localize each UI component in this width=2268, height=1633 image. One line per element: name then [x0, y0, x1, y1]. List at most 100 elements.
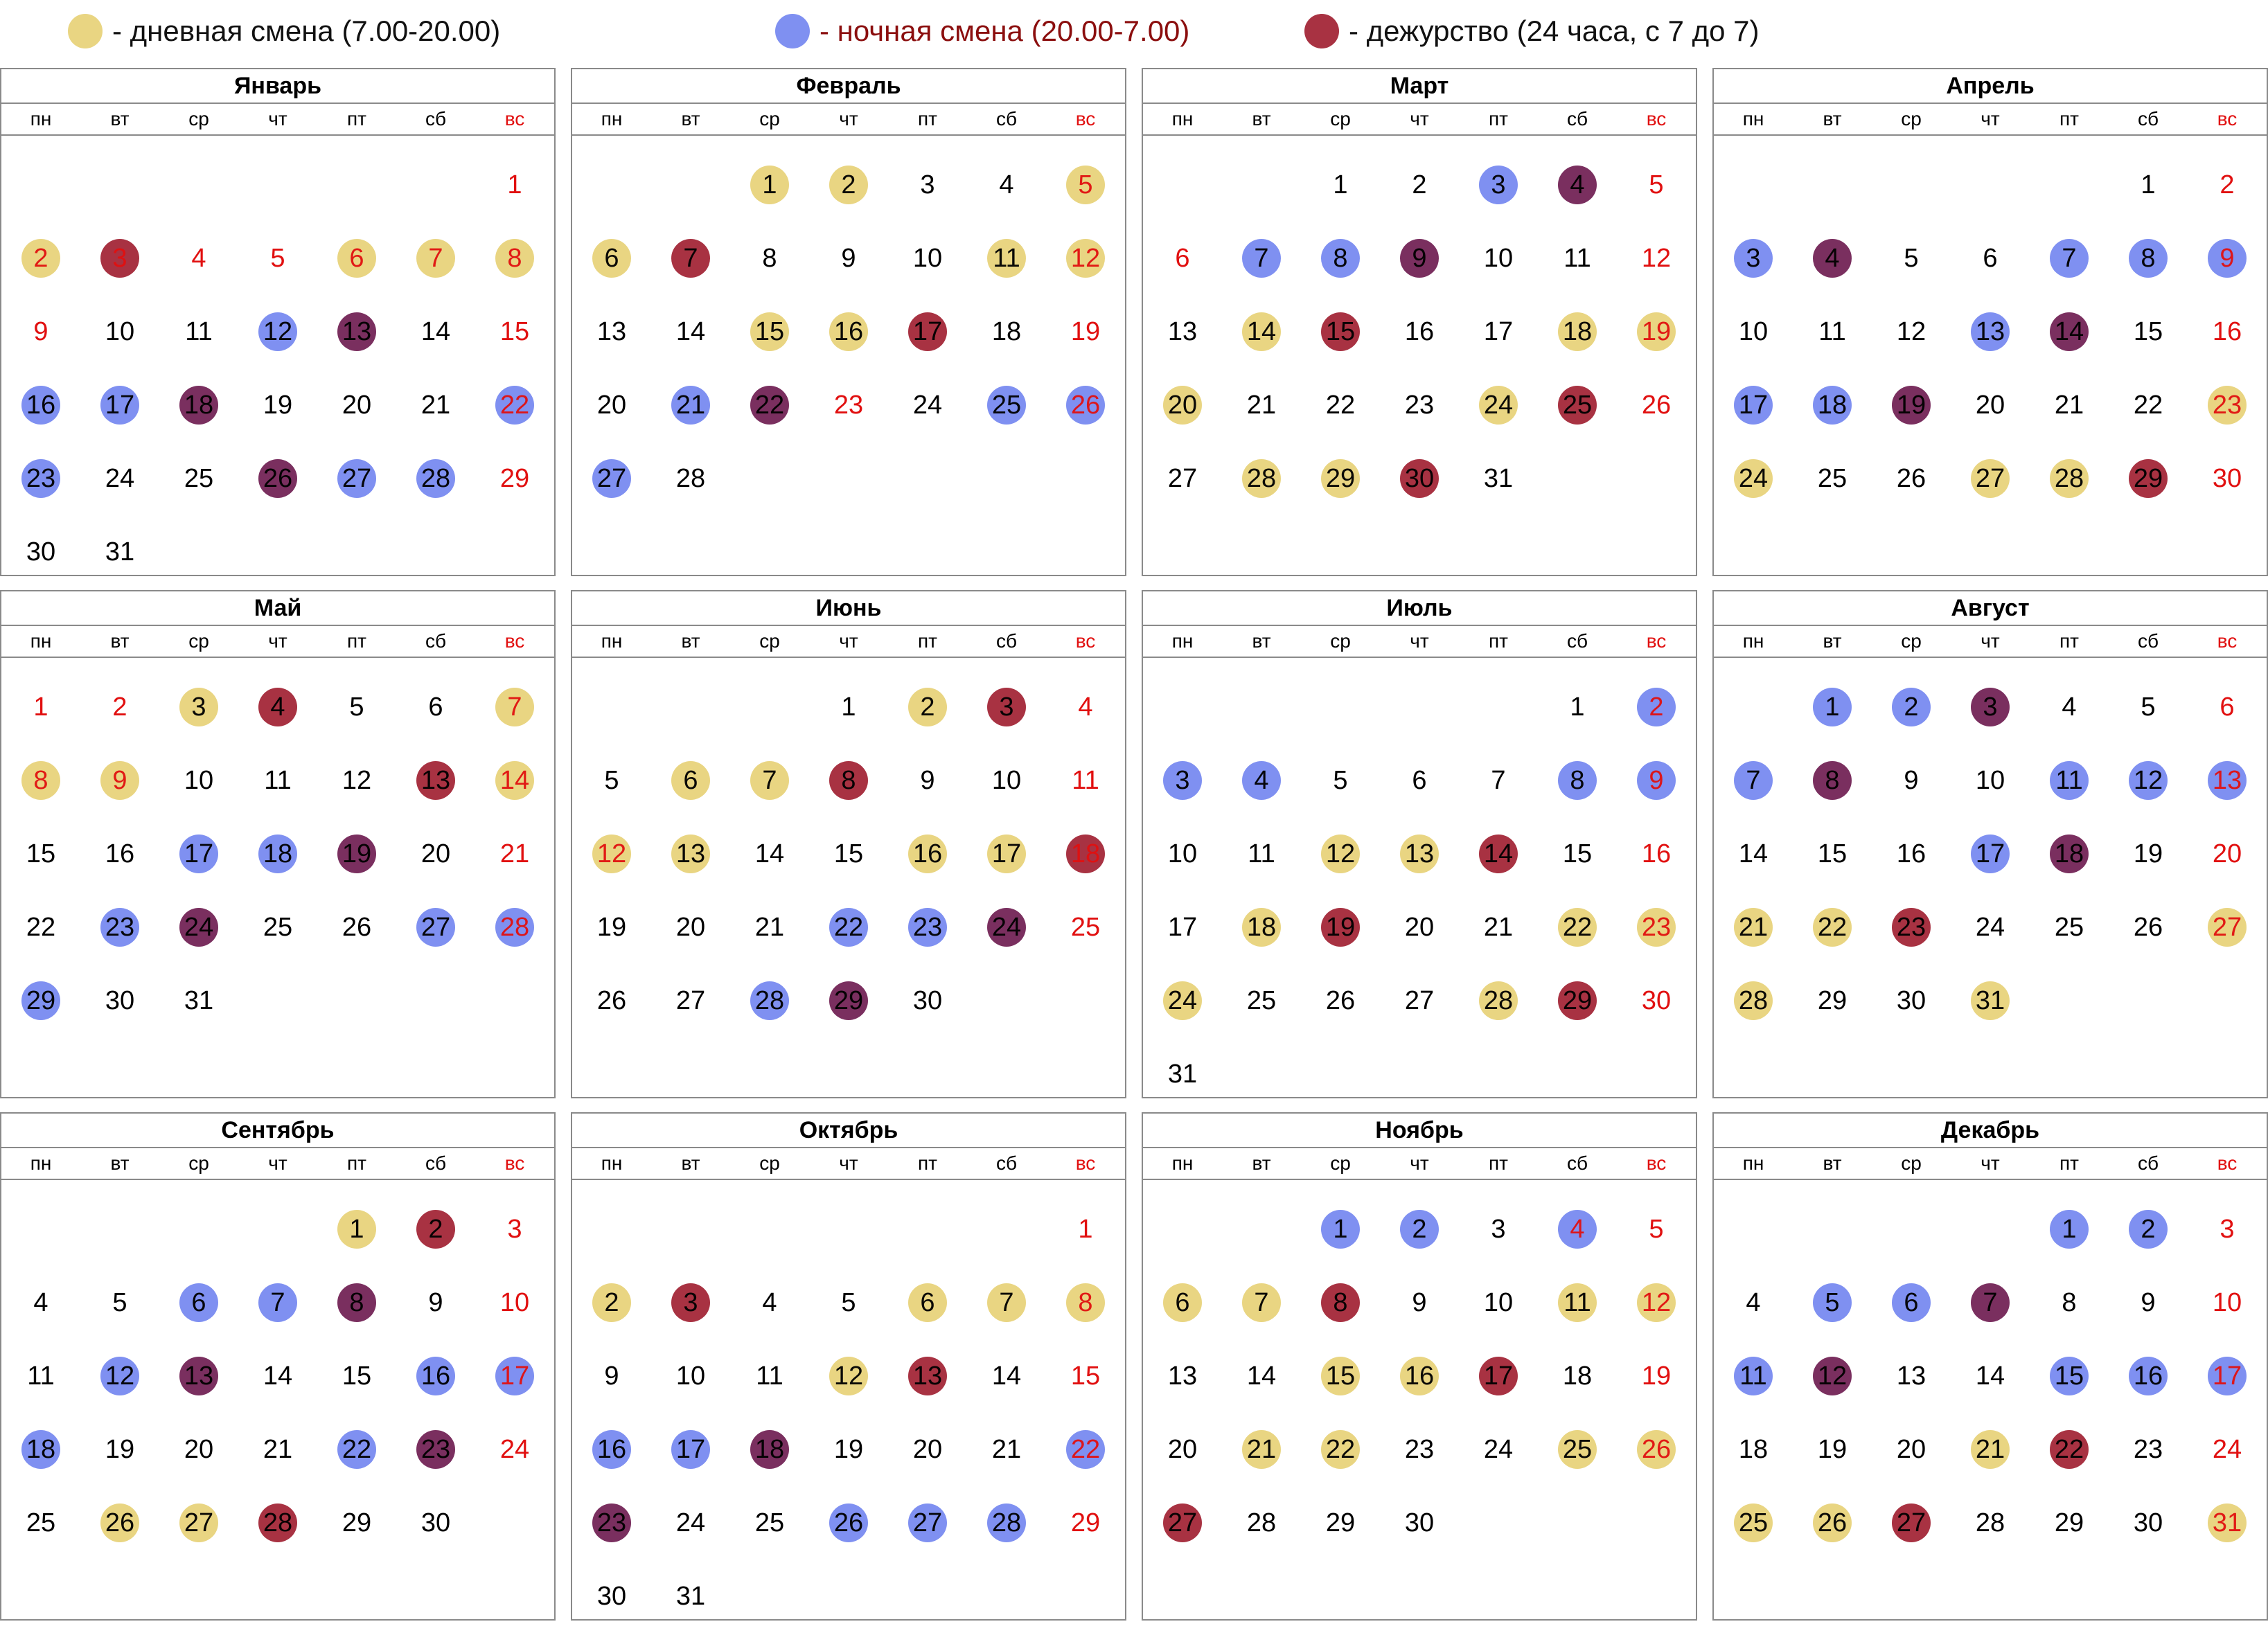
day-cell[interactable]: 6 [888, 1266, 967, 1339]
day-cell[interactable]: 13 [651, 817, 730, 891]
day-cell[interactable]: 30 [2109, 1486, 2188, 1560]
day-cell[interactable]: 28 [1459, 964, 1538, 1037]
day-cell[interactable]: 5 [1301, 744, 1380, 817]
day-cell[interactable]: 29 [1046, 1486, 1125, 1560]
day-cell[interactable]: 18 [967, 295, 1046, 368]
day-cell[interactable]: 21 [1714, 891, 1793, 964]
day-cell[interactable]: 28 [238, 1486, 317, 1560]
day-cell[interactable]: 10 [475, 1266, 554, 1339]
day-cell[interactable]: 29 [475, 442, 554, 515]
day-cell[interactable]: 1 [1301, 148, 1380, 222]
day-cell[interactable]: 15 [2109, 295, 2188, 368]
day-cell[interactable]: 30 [80, 964, 159, 1037]
day-cell[interactable]: 19 [572, 891, 651, 964]
day-cell[interactable]: 22 [730, 368, 809, 442]
day-cell[interactable]: 5 [1793, 1266, 1872, 1339]
day-cell[interactable]: 7 [730, 744, 809, 817]
day-cell[interactable]: 5 [1617, 148, 1696, 222]
day-cell[interactable]: 7 [967, 1266, 1046, 1339]
day-cell[interactable]: 22 [475, 368, 554, 442]
day-cell[interactable]: 29 [1301, 1486, 1380, 1560]
day-cell[interactable]: 30 [396, 1486, 475, 1560]
day-cell[interactable]: 10 [1951, 744, 2030, 817]
day-cell[interactable]: 16 [2188, 295, 2267, 368]
day-cell[interactable]: 1 [1, 670, 80, 744]
day-cell[interactable]: 20 [1872, 1413, 1951, 1486]
day-cell[interactable]: 8 [475, 222, 554, 295]
day-cell[interactable]: 7 [1714, 744, 1793, 817]
day-cell[interactable]: 18 [1793, 368, 1872, 442]
day-cell[interactable]: 8 [1538, 744, 1617, 817]
day-cell[interactable]: 11 [1222, 817, 1301, 891]
day-cell[interactable]: 30 [1, 515, 80, 589]
day-cell[interactable]: 24 [475, 1413, 554, 1486]
day-cell[interactable]: 24 [2188, 1413, 2267, 1486]
day-cell[interactable]: 25 [1, 1486, 80, 1560]
day-cell[interactable]: 4 [967, 148, 1046, 222]
day-cell[interactable]: 30 [888, 964, 967, 1037]
day-cell[interactable]: 11 [1046, 744, 1125, 817]
day-cell[interactable]: 31 [1143, 1037, 1222, 1111]
day-cell[interactable]: 27 [651, 964, 730, 1037]
day-cell[interactable]: 27 [888, 1486, 967, 1560]
day-cell[interactable]: 5 [238, 222, 317, 295]
day-cell[interactable]: 7 [475, 670, 554, 744]
day-cell[interactable]: 15 [1301, 1339, 1380, 1413]
day-cell[interactable]: 11 [967, 222, 1046, 295]
day-cell[interactable]: 6 [396, 670, 475, 744]
day-cell[interactable]: 29 [317, 1486, 396, 1560]
day-cell[interactable]: 25 [967, 368, 1046, 442]
day-cell[interactable]: 1 [317, 1193, 396, 1266]
day-cell[interactable]: 3 [967, 670, 1046, 744]
day-cell[interactable]: 8 [730, 222, 809, 295]
day-cell[interactable]: 25 [730, 1486, 809, 1560]
day-cell[interactable]: 11 [1538, 222, 1617, 295]
day-cell[interactable]: 14 [651, 295, 730, 368]
day-cell[interactable]: 15 [1301, 295, 1380, 368]
day-cell[interactable]: 28 [1714, 964, 1793, 1037]
day-cell[interactable]: 6 [1951, 222, 2030, 295]
day-cell[interactable]: 24 [1951, 891, 2030, 964]
day-cell[interactable]: 29 [1538, 964, 1617, 1037]
day-cell[interactable]: 1 [809, 670, 888, 744]
day-cell[interactable]: 4 [1, 1266, 80, 1339]
day-cell[interactable]: 3 [159, 670, 238, 744]
day-cell[interactable]: 12 [809, 1339, 888, 1413]
day-cell[interactable]: 9 [2188, 222, 2267, 295]
day-cell[interactable]: 24 [1459, 1413, 1538, 1486]
day-cell[interactable]: 26 [1617, 368, 1696, 442]
day-cell[interactable]: 29 [1, 964, 80, 1037]
day-cell[interactable]: 28 [967, 1486, 1046, 1560]
day-cell[interactable]: 14 [396, 295, 475, 368]
day-cell[interactable]: 23 [1380, 1413, 1459, 1486]
day-cell[interactable]: 21 [475, 817, 554, 891]
day-cell[interactable]: 8 [1, 744, 80, 817]
day-cell[interactable]: 11 [1793, 295, 1872, 368]
day-cell[interactable]: 11 [1538, 1266, 1617, 1339]
day-cell[interactable]: 14 [238, 1339, 317, 1413]
day-cell[interactable]: 13 [572, 295, 651, 368]
day-cell[interactable]: 22 [317, 1413, 396, 1486]
day-cell[interactable]: 25 [1714, 1486, 1793, 1560]
day-cell[interactable]: 1 [2109, 148, 2188, 222]
day-cell[interactable]: 30 [2188, 442, 2267, 515]
day-cell[interactable]: 17 [1714, 368, 1793, 442]
day-cell[interactable]: 26 [1046, 368, 1125, 442]
day-cell[interactable]: 28 [651, 442, 730, 515]
day-cell[interactable]: 17 [2188, 1339, 2267, 1413]
day-cell[interactable]: 21 [1459, 891, 1538, 964]
day-cell[interactable]: 12 [1617, 222, 1696, 295]
day-cell[interactable]: 20 [572, 368, 651, 442]
day-cell[interactable]: 9 [809, 222, 888, 295]
day-cell[interactable]: 29 [809, 964, 888, 1037]
day-cell[interactable]: 31 [1459, 442, 1538, 515]
day-cell[interactable]: 10 [967, 744, 1046, 817]
day-cell[interactable]: 13 [1143, 1339, 1222, 1413]
day-cell[interactable]: 9 [80, 744, 159, 817]
day-cell[interactable]: 19 [1617, 295, 1696, 368]
day-cell[interactable]: 22 [1, 891, 80, 964]
day-cell[interactable]: 14 [475, 744, 554, 817]
day-cell[interactable]: 31 [651, 1560, 730, 1633]
day-cell[interactable]: 4 [1222, 744, 1301, 817]
day-cell[interactable]: 19 [317, 817, 396, 891]
